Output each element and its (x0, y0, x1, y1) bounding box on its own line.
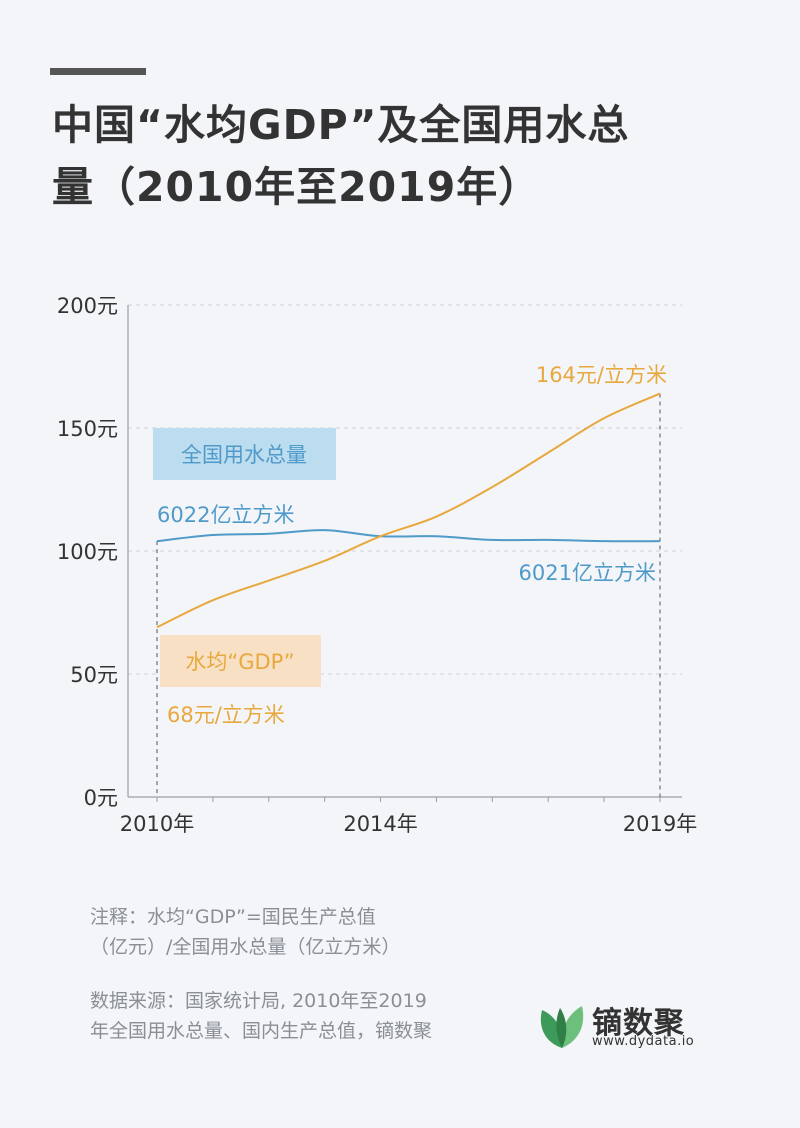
chart-note: 注释：水均“GDP”=国民生产总值 （亿元）/全国用水总量（亿立方米） (90, 902, 540, 962)
tick-layer: 0元 50元 100元 150元 200元 2010年 2014年 2019年 (57, 294, 697, 836)
data-source: 数据来源：国家统计局, 2010年至2019 年全国用水总量、国内生产总值，镝数… (90, 986, 530, 1046)
x-tick-label: 2019年 (623, 812, 697, 836)
legend-layer: 全国用水总量 水均“GDP” (153, 428, 336, 687)
y-tick-label: 50元 (70, 663, 118, 687)
series-line-water (156, 529, 661, 543)
title-accent-bar (50, 68, 146, 75)
x-tick-label: 2014年 (343, 812, 417, 836)
logo-url: www.dydata.io (592, 1034, 695, 1049)
page-title: 中国“水均GDP”及全国用水总 量（2010年至2019年） (52, 94, 762, 218)
title-line-2: 量（2010年至2019年） (52, 163, 541, 211)
logo-name: 镝数聚 (592, 1006, 685, 1041)
chart: 0元 50元 100元 150元 200元 2010年 2014年 2019年 全国用水总量 … (57, 294, 697, 836)
note-line-1: 注释：水均“GDP”=国民生产总值 (90, 906, 376, 928)
note-line-2: （亿元）/全国用水总量（亿立方米） (90, 936, 401, 958)
legend-box-gdp (160, 635, 321, 687)
data-label-gdp-end: 164元/立方米 (536, 363, 667, 387)
source-line-1: 数据来源：国家统计局, 2010年至2019 (90, 990, 427, 1012)
y-tick-label: 0元 (84, 786, 118, 810)
source-line-2: 年全国用水总量、国内生产总值，镝数聚 (90, 1020, 433, 1042)
data-label-water-start: 6022亿立方米 (157, 503, 294, 527)
data-label-gdp-start: 68元/立方米 (167, 703, 285, 727)
y-tick-label: 100元 (57, 540, 118, 564)
brand-logo: 镝数聚 www.dydata.io (536, 998, 756, 1054)
y-tick-label: 150元 (57, 417, 118, 441)
x-tick-label: 2010年 (120, 812, 194, 836)
legend-box-water (153, 428, 336, 480)
legend-label-gdp: 水均“GDP” (185, 650, 294, 674)
line-layer (156, 392, 661, 629)
data-label-layer: 6022亿立方米 6021亿立方米 68元/立方米 164元/立方米 (157, 363, 667, 727)
leaf-logo-icon (540, 1006, 584, 1048)
series-line-gdp (156, 392, 661, 629)
y-tick-label: 200元 (57, 294, 118, 318)
grid-layer (127, 304, 682, 798)
data-label-water-end: 6021亿立方米 (519, 561, 656, 585)
legend-label-water: 全国用水总量 (181, 443, 307, 467)
title-line-1: 中国“水均GDP”及全国用水总 (52, 101, 630, 149)
